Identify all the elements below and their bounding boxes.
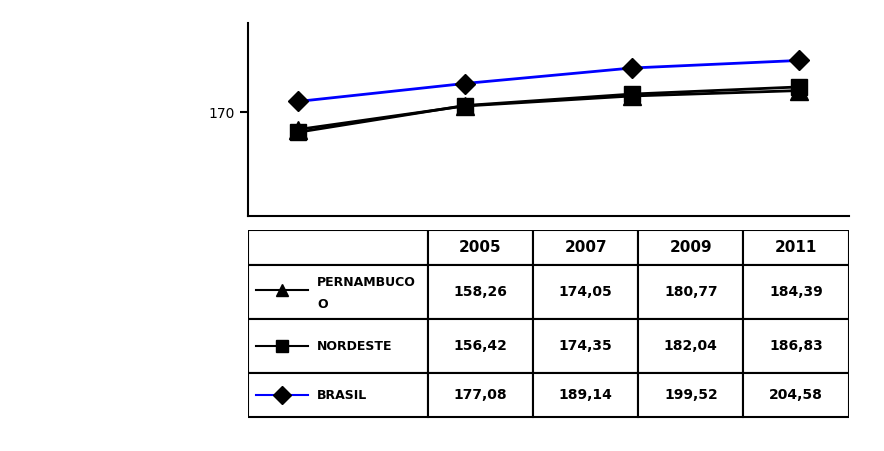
- Text: 199,52: 199,52: [664, 388, 718, 402]
- Text: 184,39: 184,39: [769, 285, 823, 299]
- Text: 2005: 2005: [459, 240, 502, 255]
- Bar: [638, 373, 743, 417]
- Text: 180,77: 180,77: [664, 285, 718, 299]
- Text: NORDESTE: NORDESTE: [317, 340, 392, 353]
- Text: 174,05: 174,05: [559, 285, 613, 299]
- Bar: [248, 319, 428, 373]
- Bar: [638, 265, 743, 319]
- Bar: [533, 230, 638, 265]
- Text: PERNAMBUCO: PERNAMBUCO: [317, 276, 416, 289]
- Text: 156,42: 156,42: [453, 339, 507, 354]
- Bar: [743, 265, 849, 319]
- Text: BRASIL: BRASIL: [317, 389, 368, 401]
- Bar: [248, 373, 428, 417]
- Text: 204,58: 204,58: [769, 388, 823, 402]
- Bar: [248, 230, 428, 265]
- Text: 177,08: 177,08: [453, 388, 507, 402]
- Text: 174,35: 174,35: [559, 339, 613, 354]
- Bar: [638, 319, 743, 373]
- Bar: [743, 319, 849, 373]
- Bar: [533, 373, 638, 417]
- Bar: [428, 265, 533, 319]
- Text: 2007: 2007: [564, 240, 607, 255]
- Bar: [533, 319, 638, 373]
- Text: 186,83: 186,83: [769, 339, 823, 354]
- Text: 2009: 2009: [669, 240, 713, 255]
- Bar: [248, 265, 428, 319]
- Text: O: O: [317, 298, 328, 311]
- Bar: [743, 230, 849, 265]
- Text: 189,14: 189,14: [559, 388, 613, 402]
- Bar: [743, 373, 849, 417]
- Bar: [428, 373, 533, 417]
- Text: 182,04: 182,04: [664, 339, 718, 354]
- Bar: [533, 265, 638, 319]
- Text: 158,26: 158,26: [453, 285, 507, 299]
- Bar: [638, 230, 743, 265]
- Text: 2011: 2011: [775, 240, 817, 255]
- Bar: [428, 319, 533, 373]
- Bar: [428, 230, 533, 265]
